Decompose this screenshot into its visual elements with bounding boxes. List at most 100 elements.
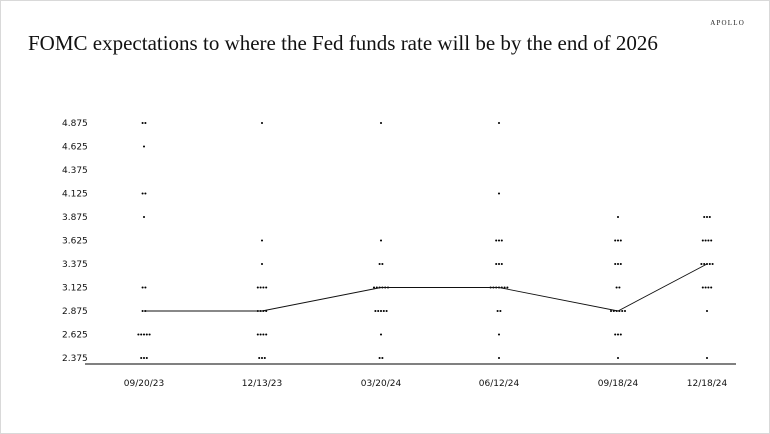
rate-dot (260, 356, 264, 360)
rate-dot (381, 356, 384, 360)
rate-dot (379, 309, 383, 313)
rate-dot (496, 309, 499, 313)
y-axis-ticks: 4.875 4.625 4.375 4.125 3.875 3.625 3.375 3.125… (62, 119, 88, 364)
rate-dot (615, 286, 618, 289)
rate-dot (616, 215, 620, 219)
rate-dot (260, 121, 264, 125)
rate-dot (616, 333, 620, 336)
y-tick-label: 4.125 (62, 190, 88, 200)
rate-dot (621, 309, 624, 313)
rate-dot (700, 262, 703, 266)
rate-dot (374, 309, 377, 313)
rate-dot (144, 121, 147, 125)
rate-dot (500, 262, 503, 266)
rate-dot (614, 262, 617, 266)
rate-dot (381, 262, 384, 266)
x-tick-label: 12/13/23 (242, 379, 282, 389)
rate-dot (144, 286, 147, 289)
rate-dot (710, 286, 713, 289)
rate-dot (141, 309, 144, 313)
rate-dot (614, 333, 617, 336)
rate-dot (378, 262, 381, 266)
rate-dot (260, 239, 264, 242)
x-tick-label: 06/12/24 (479, 379, 520, 389)
y-tick-label: 3.875 (62, 213, 88, 223)
rate-dot (137, 333, 140, 336)
rate-dot (262, 286, 265, 289)
rate-dot (379, 121, 383, 125)
rate-dot (378, 356, 381, 360)
rate-dot (495, 262, 498, 266)
rate-dot (707, 239, 710, 242)
rate-dot (704, 286, 707, 289)
rate-dot (260, 262, 264, 266)
rate-dot (377, 309, 380, 313)
rate-dot (705, 356, 709, 360)
rate-dot (142, 145, 146, 148)
rate-dot (140, 356, 143, 360)
rate-dot (708, 262, 711, 266)
rate-dot (705, 215, 709, 219)
y-tick-label: 4.875 (62, 119, 88, 129)
rate-dot (616, 239, 620, 242)
rate-dot (141, 286, 144, 289)
rate-dot (148, 333, 151, 336)
rate-dot (711, 262, 714, 266)
rate-dot (708, 215, 711, 219)
rate-dot (710, 239, 713, 242)
rate-dot (497, 192, 501, 195)
rate-dot (379, 239, 383, 242)
rate-dot (259, 286, 262, 289)
rate-dot (372, 286, 376, 289)
y-tick-label: 2.875 (62, 307, 88, 317)
rate-dot (703, 215, 706, 219)
rate-dot (142, 333, 146, 336)
x-axis-ticks: 09/20/23 12/13/23 03/20/24 06/12/24 09/18/24… (124, 379, 728, 389)
rate-dot (141, 192, 144, 195)
y-tick-label: 2.375 (62, 354, 88, 364)
y-tick-label: 3.625 (62, 237, 88, 247)
rate-dot (256, 286, 259, 289)
chart-title: FOMC expectations to where the Fed funds… (28, 31, 658, 55)
rate-dot (703, 262, 706, 266)
rate-dot (704, 239, 707, 242)
rate-dot (497, 121, 501, 125)
rate-dot (265, 333, 268, 336)
median-line (144, 263, 708, 312)
rate-dot (497, 239, 501, 242)
rate-dot (140, 333, 143, 336)
rate-dot (142, 356, 146, 360)
rate-dot (495, 239, 498, 242)
rate-dot (256, 333, 259, 336)
rate-dot (382, 309, 385, 313)
rate-dot (618, 286, 621, 289)
dot-markers (137, 121, 714, 360)
x-tick-label: 09/18/24 (598, 379, 639, 389)
rate-dot (616, 262, 620, 266)
rate-dot (497, 262, 501, 266)
rate-dot (497, 356, 501, 360)
rate-dot (144, 192, 147, 195)
y-tick-label: 3.125 (62, 284, 88, 294)
rate-dot (503, 286, 506, 289)
x-tick-label: 09/20/23 (124, 379, 164, 389)
rate-dot (623, 309, 627, 313)
rate-dot (707, 286, 710, 289)
rate-dot (262, 333, 265, 336)
rate-dot (619, 333, 622, 336)
rate-dot (506, 286, 509, 289)
rate-dot (142, 215, 146, 219)
y-tick-label: 3.375 (62, 260, 88, 270)
rate-dot (619, 239, 622, 242)
rate-dot (619, 262, 622, 266)
rate-dot (145, 356, 148, 360)
rate-dot (701, 239, 704, 242)
brand-logo-text: APOLLO (710, 19, 745, 27)
rate-dot (701, 286, 704, 289)
y-tick-label: 4.625 (62, 143, 88, 153)
y-tick-label: 4.375 (62, 166, 88, 176)
y-tick-label: 2.625 (62, 331, 88, 341)
rate-dot (263, 356, 266, 360)
